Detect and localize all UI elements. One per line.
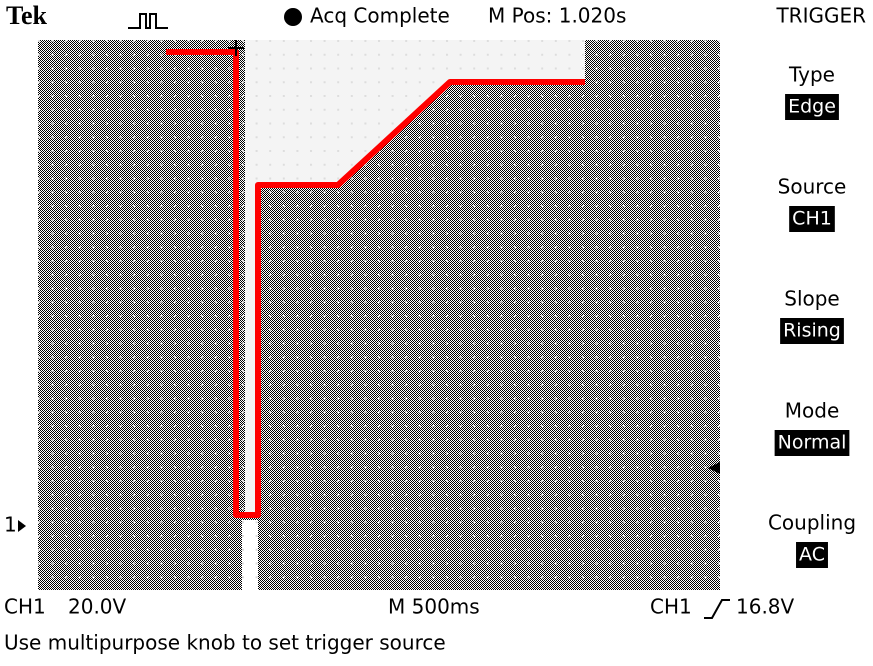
timebase: M 500ms [388,595,480,619]
message: Use multipurpose knob to set trigger sou… [4,631,446,655]
slope-icon [704,600,730,618]
menu-label: Source [778,175,847,199]
oscilloscope-screen: Tek Acq Complete M Pos: 1.020s TRIGGER 1… [0,0,873,666]
menu-value: CH1 [792,208,832,230]
position: M Pos: 1.020s [488,4,626,28]
channel-marker: 1 [4,513,17,537]
menu-value: Normal [778,432,847,454]
menu-label: Type [788,63,835,87]
menu-value: Edge [788,96,836,118]
menu-title: TRIGGER [775,4,866,28]
brand: Tek [6,1,47,30]
menu-value: Rising [783,320,841,342]
menu-label: Slope [784,287,840,311]
channel-label: CH1 [4,595,46,619]
menu-value: AC [799,544,825,566]
trigger-icon [128,14,168,28]
menu-label: Mode [785,399,840,423]
channel-arrow [18,520,26,532]
trigger-channel: CH1 [650,595,692,619]
graticule [38,40,720,590]
menu-label: Coupling [768,511,856,535]
run-indicator [284,8,302,26]
side-menu: Type Edge Source CH1 Slope Rising Mode Normal Co… [768,63,856,569]
acquisition-status: Acq Complete [310,4,450,28]
trigger-level: 16.8V [736,595,795,619]
channel-scale: 20.0V [68,595,127,619]
